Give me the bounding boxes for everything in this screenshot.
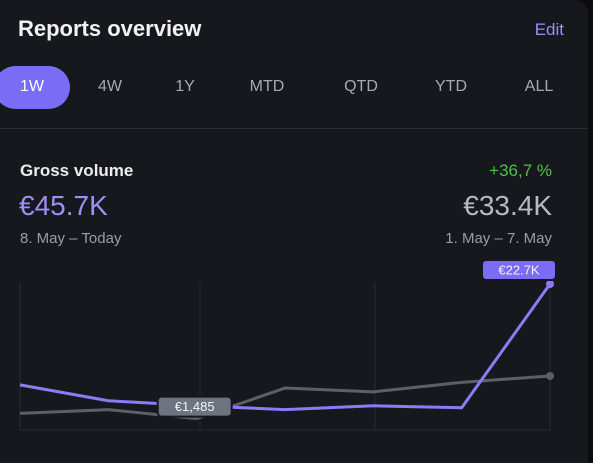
tab[interactable]: 4W: [98, 78, 122, 95]
series-line: [19, 283, 552, 412]
title: Reports overview: [18, 16, 202, 41]
value-label: €22.7K: [498, 262, 540, 277]
edit-button[interactable]: Edit: [534, 20, 564, 39]
end-point: [546, 371, 554, 380]
metric-label: Gross volume: [20, 161, 134, 180]
previous-value: €33.4K: [463, 190, 552, 221]
tab[interactable]: YTD: [435, 78, 467, 95]
tab[interactable]: 1W: [20, 78, 44, 95]
active-tab-pill: [0, 66, 70, 109]
tab[interactable]: ALL: [524, 78, 554, 95]
tab[interactable]: MTD: [249, 78, 285, 95]
tab[interactable]: 1Y: [175, 78, 195, 95]
value-label-bg: [156, 395, 233, 418]
value-label-bg: [481, 259, 557, 281]
value-label: €1,485: [175, 399, 215, 414]
divider: [0, 128, 588, 129]
series-line: [19, 374, 551, 421]
current-period: 8. May – Today: [20, 230, 122, 247]
tab[interactable]: QTD: [344, 78, 378, 95]
change: +36,7 %: [489, 161, 552, 180]
current-value: €45.7K: [19, 190, 108, 221]
end-point: [546, 280, 554, 288]
previous-period: 1. May – 7. May: [445, 230, 552, 247]
